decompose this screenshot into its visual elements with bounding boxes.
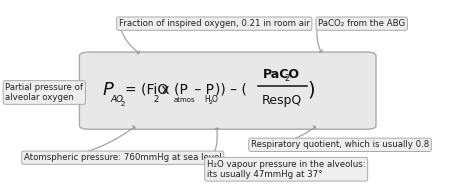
Text: ): ) [308,80,316,99]
Text: PaCO: PaCO [263,68,300,81]
Text: H₂O vapour pressure in the alveolus:
its usually 47mmHg at 37°: H₂O vapour pressure in the alveolus: its… [207,159,365,179]
Text: 2: 2 [285,74,290,83]
Text: 2: 2 [209,100,213,105]
Text: – P: – P [190,83,214,97]
Text: H: H [205,95,210,104]
Text: atmos: atmos [174,97,196,103]
Text: )) – (: )) – ( [215,83,247,97]
FancyBboxPatch shape [80,52,376,129]
Text: O: O [116,95,123,104]
Text: Respiratory quotient, which is usually 0.8: Respiratory quotient, which is usually 0… [251,140,429,149]
Text: P: P [103,81,113,99]
Text: x (P: x (P [157,83,188,97]
Text: PaCO₂ from the ABG: PaCO₂ from the ABG [318,19,405,28]
Text: O: O [211,95,218,104]
Text: Fraction of inspired oxygen, 0.21 in room air: Fraction of inspired oxygen, 0.21 in roo… [119,19,310,28]
Text: RespQ: RespQ [261,94,301,107]
Text: = (FiO: = (FiO [125,83,168,97]
Text: 2: 2 [120,100,125,107]
Text: A: A [110,95,117,104]
Text: Partial pressure of
alveolar oxygen: Partial pressure of alveolar oxygen [5,83,83,102]
Text: Atomspheric pressure: 760mmHg at sea level: Atomspheric pressure: 760mmHg at sea lev… [24,153,222,162]
Text: 2: 2 [154,95,159,104]
